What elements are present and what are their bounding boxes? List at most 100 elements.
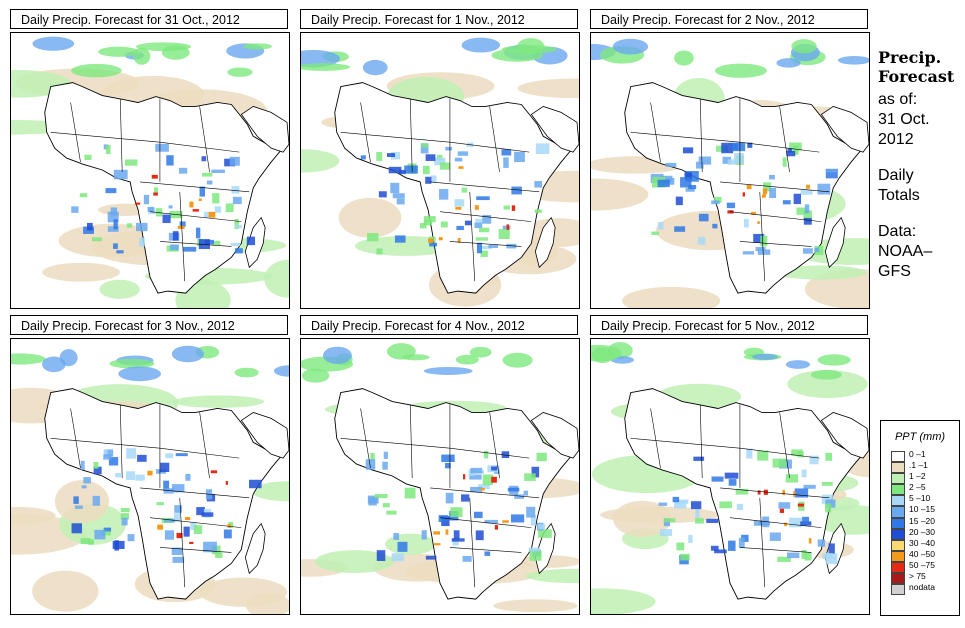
ocean-rain-patch bbox=[338, 197, 402, 238]
ocean-rain-patch bbox=[385, 533, 436, 555]
ocean-rain-patch bbox=[517, 78, 579, 99]
north-rain-patch bbox=[423, 366, 473, 375]
tropical-rain-cell bbox=[450, 507, 463, 518]
heavy-rain-cell bbox=[434, 543, 441, 546]
heavy-rain-cell bbox=[506, 224, 510, 230]
north-rain-patch bbox=[32, 36, 75, 51]
tropical-rain-cell bbox=[215, 552, 223, 558]
tropical-rain-cell bbox=[80, 538, 91, 545]
tropical-rain-cell bbox=[376, 550, 386, 561]
tropical-rain-cell bbox=[697, 237, 706, 245]
north-rain-patch bbox=[591, 347, 614, 364]
tropical-rain-cell bbox=[484, 519, 498, 524]
tropical-rain-cell bbox=[206, 180, 213, 185]
tropical-rain-cell bbox=[113, 243, 118, 249]
tropical-rain-cell bbox=[378, 191, 387, 198]
africa-map-graphic bbox=[301, 343, 579, 613]
north-rain-patch bbox=[227, 67, 253, 77]
heavy-rain-cell bbox=[797, 503, 804, 507]
north-rain-patch bbox=[301, 63, 351, 71]
arabia bbox=[530, 106, 579, 153]
tropical-rain-cell bbox=[116, 250, 124, 254]
tropical-rain-cell bbox=[376, 248, 383, 255]
tropical-rain-cell bbox=[211, 240, 221, 246]
tropical-rain-cell bbox=[163, 488, 174, 494]
africa-map-graphic bbox=[11, 345, 289, 614]
heavy-rain-cell bbox=[433, 531, 440, 535]
arabia bbox=[240, 412, 289, 459]
tropical-rain-cell bbox=[360, 155, 366, 160]
north-rain-patch bbox=[11, 353, 46, 365]
north-rain-patch bbox=[469, 346, 492, 358]
heavy-rain-cell bbox=[742, 192, 745, 197]
north-rain-patch bbox=[817, 354, 851, 366]
tropical-rain-cell bbox=[695, 508, 700, 519]
heavy-rain-cell bbox=[151, 174, 158, 179]
tropical-rain-cell bbox=[107, 226, 119, 232]
tropical-rain-cell bbox=[802, 516, 810, 525]
tropical-rain-cell bbox=[456, 225, 464, 231]
madagascar bbox=[824, 216, 846, 269]
ocean-rain-patch bbox=[622, 286, 721, 308]
tropical-rain-cell bbox=[175, 453, 188, 457]
data-source-2: GFS bbox=[878, 263, 911, 280]
tropical-rain-cell bbox=[663, 518, 676, 523]
country-border bbox=[739, 447, 820, 459]
tropical-rain-cell bbox=[674, 226, 686, 232]
north-rain-patch bbox=[98, 46, 139, 57]
tropical-rain-cell bbox=[825, 452, 833, 461]
tropical-rain-cell bbox=[480, 250, 488, 257]
north-rain-patch bbox=[42, 356, 66, 373]
tropical-rain-cell bbox=[394, 235, 406, 243]
north-rain-patch bbox=[243, 43, 273, 50]
totals-label: Daily bbox=[878, 167, 914, 184]
country-border bbox=[739, 547, 812, 553]
tropical-rain-cell bbox=[232, 196, 242, 205]
arabia bbox=[820, 106, 869, 153]
tropical-rain-cell bbox=[171, 484, 185, 493]
tropical-rain-cell bbox=[452, 538, 459, 546]
tropical-rain-cell bbox=[814, 247, 820, 252]
heavy-rain-cell bbox=[502, 520, 509, 523]
tropical-rain-cell bbox=[183, 526, 190, 537]
tropical-rain-cell bbox=[727, 159, 741, 165]
ocean-rain-patch bbox=[591, 178, 649, 211]
tropical-rain-cell bbox=[684, 172, 693, 180]
tropical-rain-cell bbox=[690, 501, 702, 510]
country-border bbox=[469, 497, 476, 588]
north-rain-patch bbox=[785, 360, 811, 369]
tropical-rain-cell bbox=[528, 547, 540, 552]
ocean-rain-patch bbox=[613, 500, 672, 537]
country-border bbox=[739, 241, 812, 247]
africa-map-graphic bbox=[591, 38, 869, 308]
tropical-rain-cell bbox=[108, 457, 119, 466]
tropical-rain-cell bbox=[789, 517, 802, 528]
tropical-rain-cell bbox=[802, 248, 813, 254]
tropical-rain-cell bbox=[440, 221, 448, 228]
tropical-rain-cell bbox=[386, 510, 397, 515]
tropical-rain-cell bbox=[821, 494, 834, 505]
tropical-rain-cell bbox=[198, 239, 210, 250]
tropical-rain-cell bbox=[476, 196, 490, 201]
north-rain-patch bbox=[322, 346, 352, 365]
panel-title: Daily Precip. Forecast for 3 Nov., 2012 bbox=[10, 315, 288, 335]
tropical-rain-cell bbox=[536, 452, 547, 462]
tropical-rain-cell bbox=[441, 454, 455, 463]
tropical-rain-cell bbox=[196, 507, 205, 516]
tropical-rain-cell bbox=[107, 211, 119, 223]
legend-swatch bbox=[891, 561, 905, 574]
legend-swatch bbox=[891, 484, 905, 496]
legend-item: 2 –5 bbox=[881, 482, 959, 496]
north-rain-patch bbox=[752, 353, 778, 360]
panel-title: Daily Precip. Forecast for 5 Nov., 2012 bbox=[590, 315, 868, 335]
ocean-rain-patch bbox=[787, 370, 868, 399]
tropical-rain-cell bbox=[682, 147, 694, 154]
tropical-rain-cell bbox=[531, 466, 540, 478]
tropical-rain-cell bbox=[100, 531, 111, 536]
country-border bbox=[360, 408, 371, 469]
heavy-rain-cell bbox=[455, 206, 462, 210]
heavy-rain-cell bbox=[793, 491, 796, 497]
tropical-rain-cell bbox=[712, 223, 718, 229]
asof-year: 2012 bbox=[878, 131, 914, 148]
country-border bbox=[439, 517, 532, 528]
